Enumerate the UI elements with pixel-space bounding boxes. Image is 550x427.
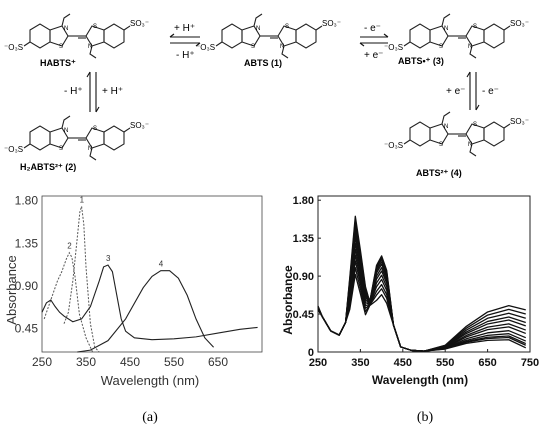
chart-b-ytick: 1.80 bbox=[293, 195, 314, 207]
chart-a-series-label-1: 1 bbox=[80, 195, 85, 204]
arrow-label-vminus-e: - e⁻ bbox=[482, 86, 499, 97]
chart-a-ytick: 1.80 bbox=[15, 194, 39, 208]
molecule-habts: HABTS⁺ bbox=[3, 13, 150, 68]
label-abts-1: ABTS (1) bbox=[244, 58, 282, 68]
chart-b-xtick: 250 bbox=[309, 357, 327, 369]
arrow-habts-abts: + H⁺ - H⁺ bbox=[169, 23, 201, 61]
reaction-scheme: SO₃⁻ ⁻O₃S S S N N HABTS⁺ ABTS (1) ABTS•⁺… bbox=[3, 13, 530, 178]
arrow-abts-radical: - e⁻ + e⁻ bbox=[359, 23, 389, 61]
chart-b-xtick: 750 bbox=[521, 357, 539, 369]
chart-a-series-3 bbox=[41, 264, 258, 341]
panel-label-b: (b) bbox=[417, 410, 434, 425]
label-abts-4: ABTS²⁺ (4) bbox=[416, 168, 462, 178]
chart-b: 0 0.45 0.90 1.35 1.80 250 350 450 550 650 750 Wav… bbox=[281, 195, 539, 387]
chart-a-frame bbox=[41, 195, 263, 353]
chart-b-frame bbox=[317, 195, 531, 353]
chart-b-xtick: 450 bbox=[394, 357, 412, 369]
label-h2abts-2: H₂ABTS²⁺ (2) bbox=[20, 162, 76, 172]
arrow-habts-h2abts: - H⁺ + H⁺ bbox=[64, 71, 123, 113]
molecule-abts-4: ABTS²⁺ (4) bbox=[383, 111, 530, 178]
label-habts: HABTS⁺ bbox=[40, 58, 76, 68]
chart-a-xlabel: Wavelength (nm) bbox=[101, 373, 200, 388]
chart-b-ytick: 1.35 bbox=[293, 233, 314, 245]
chart-b-ytick: 0 bbox=[308, 347, 314, 359]
chart-a-ytick: 1.35 bbox=[15, 236, 39, 250]
molecule-abts-1: ABTS (1) bbox=[195, 13, 342, 68]
arrow-label-minus-e: - e⁻ bbox=[364, 23, 381, 34]
arrow-label-vplus-h: + H⁺ bbox=[102, 86, 123, 97]
chart-a-xtick: 250 bbox=[32, 355, 52, 369]
chart-a-series-label-2: 2 bbox=[67, 242, 72, 251]
arrow-label-vplus-e: + e⁻ bbox=[446, 86, 465, 97]
chart-a: 0.45 0.90 1.35 1.80 250 350 450 550 650 1 2 3 4 Wa… bbox=[4, 194, 263, 388]
chart-b-xtick: 550 bbox=[436, 357, 454, 369]
chart-a-xtick: 350 bbox=[76, 355, 96, 369]
chart-a-xtick: 550 bbox=[164, 355, 184, 369]
chart-b-ytick: 0.90 bbox=[293, 271, 314, 283]
panel-label-a: (a) bbox=[142, 410, 158, 425]
chart-a-xtick: 650 bbox=[208, 355, 228, 369]
chart-a-series-1 bbox=[63, 206, 100, 353]
chart-b-xtick: 650 bbox=[478, 357, 496, 369]
arrow-label-plus-h: + H⁺ bbox=[174, 23, 195, 34]
chart-a-ytick: 0.90 bbox=[15, 279, 39, 293]
chart-b-xlabel: Wavelength (nm) bbox=[372, 373, 468, 387]
chart-a-series-4 bbox=[77, 270, 215, 353]
molecule-abts-3: ABTS•⁺ (3) bbox=[383, 13, 530, 66]
chart-a-series-label-3: 3 bbox=[106, 254, 111, 263]
chart-b-ytick: 0.45 bbox=[293, 309, 314, 321]
arrow-label-plus-e: + e⁻ bbox=[364, 50, 383, 61]
chart-b-ylabel: Absorbance bbox=[281, 265, 295, 335]
chart-a-series-2 bbox=[43, 251, 94, 353]
chart-a-series-label-4: 4 bbox=[159, 260, 164, 269]
arrow-label-minus-h: - H⁺ bbox=[176, 50, 195, 61]
arrow-radical-dication: + e⁻ - e⁻ bbox=[446, 71, 499, 111]
chart-a-ytick: 0.45 bbox=[15, 321, 39, 335]
chart-b-xtick: 350 bbox=[351, 357, 369, 369]
chart-a-xtick: 450 bbox=[120, 355, 140, 369]
chart-a-ylabel: Absorbance bbox=[4, 255, 19, 324]
molecule-h2abts-2: H₂ABTS²⁺ (2) bbox=[3, 115, 150, 172]
chart-b-series-12 bbox=[317, 215, 526, 352]
arrow-label-vminus-h: - H⁺ bbox=[64, 86, 83, 97]
label-abts-3: ABTS•⁺ (3) bbox=[398, 56, 444, 66]
